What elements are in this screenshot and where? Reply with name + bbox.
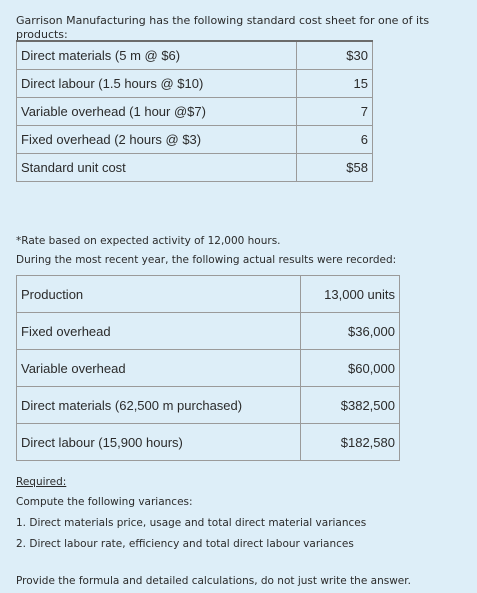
actual-value: $182,580 [300,423,400,461]
required-item-1: 1. Direct materials price, usage and tot… [16,517,367,529]
actual-label: Direct labour (15,900 hours) [16,423,301,461]
actual-value: 13,000 units [300,275,400,313]
cost-value: 7 [296,97,373,126]
actual-results-table: Production 13,000 units Fixed overhead $… [16,275,400,461]
table-row: Fixed overhead (2 hours @ $3) 6 [16,125,373,154]
table-row: Variable overhead (1 hour @$7) 7 [16,97,373,126]
cost-value: 6 [296,125,373,154]
rate-note: *Rate based on expected activity of 12,0… [16,235,281,247]
standard-cost-table: Direct materials (5 m @ $6) $30 Direct l… [16,40,373,182]
actual-label: Fixed overhead [16,312,301,350]
table-row: Fixed overhead $36,000 [16,312,400,350]
cost-label: Standard unit cost [16,153,297,182]
table-row: Variable overhead $60,000 [16,349,400,387]
actual-label: Production [16,275,301,313]
cost-label: Fixed overhead (2 hours @ $3) [16,125,297,154]
actual-label: Direct materials (62,500 m purchased) [16,386,301,424]
actual-value: $60,000 [300,349,400,387]
table-row: Direct labour (1.5 hours @ $10) 15 [16,69,373,98]
actual-value: $36,000 [300,312,400,350]
table-row: Direct materials (62,500 m purchased) $3… [16,386,400,424]
cost-value: $30 [296,40,373,70]
required-item-2: 2. Direct labour rate, efficiency and to… [16,538,354,550]
table-row: Production 13,000 units [16,275,400,313]
cost-value: $58 [296,153,373,182]
intro-text: Garrison Manufacturing has the following… [16,14,430,41]
required-heading: Required: [16,476,67,488]
closing-text: Provide the formula and detailed calcula… [16,575,411,587]
cost-value: 15 [296,69,373,98]
cost-label: Variable overhead (1 hour @$7) [16,97,297,126]
table-row: Direct labour (15,900 hours) $182,580 [16,423,400,461]
table-row: Standard unit cost $58 [16,153,373,182]
cost-label: Direct labour (1.5 hours @ $10) [16,69,297,98]
required-intro: Compute the following variances: [16,496,193,508]
table-row: Direct materials (5 m @ $6) $30 [16,40,373,70]
actual-label: Variable overhead [16,349,301,387]
actual-value: $382,500 [300,386,400,424]
actual-intro: During the most recent year, the followi… [16,254,397,266]
cost-label: Direct materials (5 m @ $6) [16,40,297,70]
